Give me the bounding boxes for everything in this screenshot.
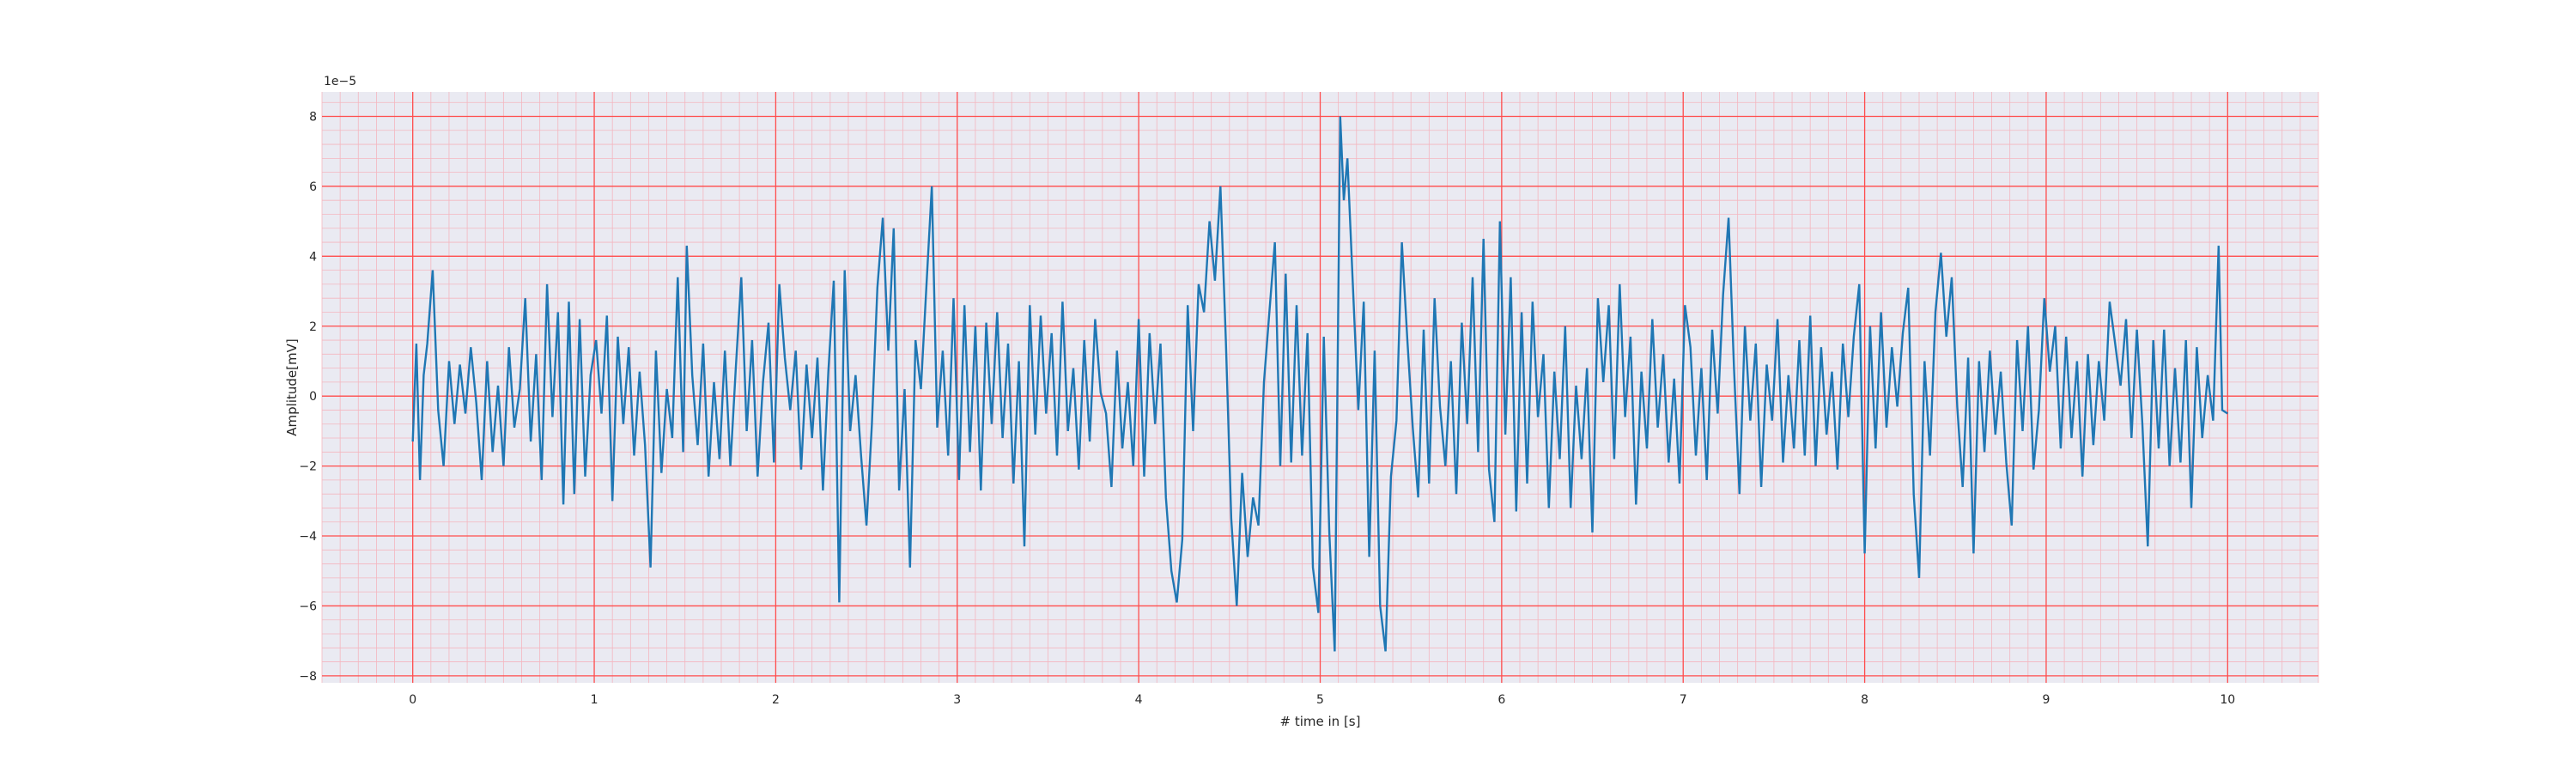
- x-tick-label: 8: [1861, 693, 1868, 707]
- x-tick-label: 3: [953, 693, 961, 707]
- major-grid: [322, 92, 2318, 683]
- y-tick-label: 6: [309, 180, 317, 194]
- y-axis-offset-text: 1e−5: [324, 75, 356, 88]
- y-tick-label: −2: [299, 460, 317, 474]
- y-tick-label: 0: [309, 390, 317, 404]
- x-tick-label: 2: [772, 693, 780, 707]
- y-tick-label: −6: [299, 600, 317, 613]
- x-tick-label: 4: [1135, 693, 1143, 707]
- y-axis-label: Amplitude[mV]: [284, 338, 300, 435]
- y-tick-label: 4: [309, 250, 317, 264]
- series-line: [411, 116, 2228, 652]
- y-tick-label: 2: [309, 320, 317, 334]
- x-tick-label: 6: [1498, 693, 1505, 707]
- x-axis-label: # time in [s]: [1280, 714, 1361, 729]
- x-axis-ticks: 0 1 2 3 4 5 6 7 8 9 10: [409, 693, 2235, 707]
- x-tick-label: 5: [1316, 693, 1324, 707]
- y-tick-label: −4: [299, 530, 317, 544]
- x-tick-label: 9: [2042, 693, 2050, 707]
- x-tick-label: 0: [409, 693, 416, 707]
- x-tick-label: 7: [1680, 693, 1687, 707]
- y-axis-ticks: −8 −6 −4 −2 0 2 4 6 8: [299, 110, 317, 683]
- y-tick-label: −8: [299, 670, 317, 684]
- y-tick-label: 8: [309, 110, 317, 124]
- x-tick-label: 10: [2220, 693, 2235, 707]
- x-tick-label: 1: [591, 693, 598, 707]
